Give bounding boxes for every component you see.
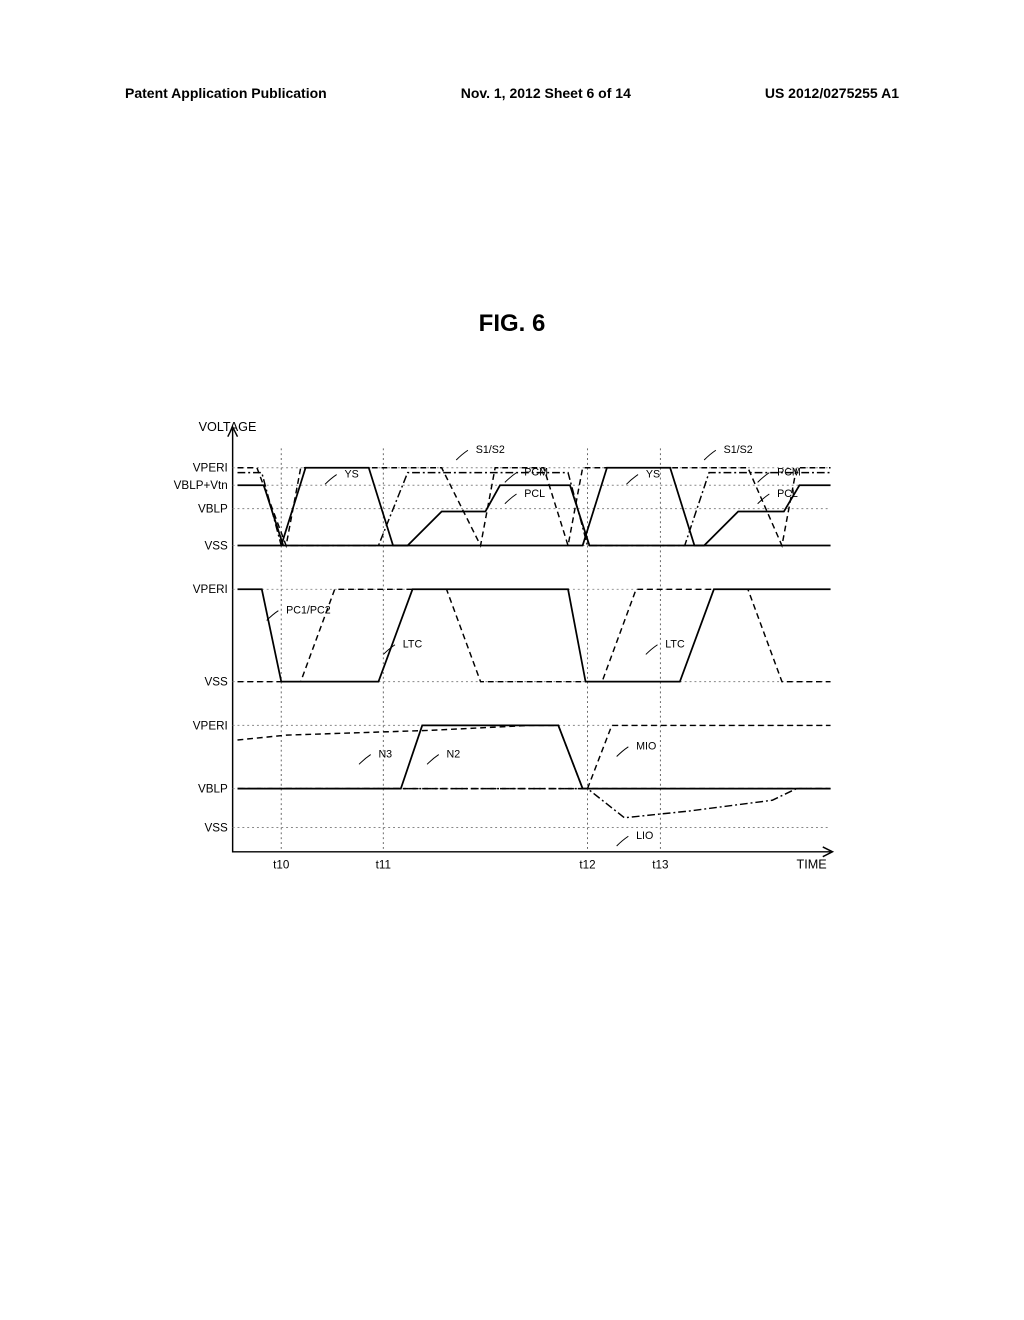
y-tick-label: VSS — [204, 821, 228, 834]
y-tick-label: VPERI — [193, 583, 228, 596]
label-leader — [617, 747, 629, 757]
x-axis-title: TIME — [797, 857, 827, 871]
label-leader — [359, 755, 371, 765]
label-leader — [505, 494, 517, 504]
signal-PC1-PC2 — [238, 589, 831, 681]
label-leader — [646, 645, 658, 655]
x-tick-label: t12 — [579, 858, 595, 871]
signal-label: PCM — [777, 467, 801, 479]
signal-LIO — [238, 789, 831, 818]
label-leader — [427, 755, 439, 765]
x-tick-label: t10 — [273, 858, 290, 871]
signal-label: N2 — [447, 749, 461, 761]
signal-label: YS — [344, 469, 358, 481]
label-leader — [456, 450, 468, 460]
label-leader — [505, 473, 517, 483]
x-tick-label: t13 — [652, 858, 668, 871]
signal-label: PCL — [524, 488, 545, 500]
y-tick-label: VSS — [204, 676, 228, 689]
signal-label: S1/S2 — [724, 444, 753, 456]
y-tick-label: VPERI — [193, 719, 228, 732]
signal-label: S1/S2 — [476, 444, 505, 456]
signal-label: PCM — [524, 467, 548, 479]
signal-label: MIO — [636, 741, 656, 753]
x-tick-label: t11 — [376, 858, 391, 871]
signal-N2 — [238, 725, 831, 788]
signal-label: PC1/PC2 — [286, 605, 331, 617]
signal-LTC — [238, 589, 831, 681]
timing-diagram: VOLTAGE TIME t10 t11 t12 t13 VPERI VBLP+Vtn VB… — [150, 415, 850, 890]
signal-N3 — [238, 725, 831, 788]
label-leader — [758, 473, 770, 483]
signal-YS — [238, 468, 831, 546]
label-leader — [617, 836, 629, 846]
y-tick-label: VBLP — [198, 783, 228, 796]
signal-label: LTC — [665, 639, 685, 651]
label-leader — [325, 475, 337, 485]
y-tick-label: VBLP — [198, 503, 228, 516]
figure-title: FIG. 6 — [0, 310, 1024, 338]
y-tick-label: VBLP+Vtn — [174, 479, 228, 492]
label-leader — [626, 475, 638, 485]
label-leader — [758, 494, 770, 504]
y-axis-title: VOLTAGE — [199, 420, 257, 434]
y-tick-label: VSS — [204, 539, 228, 552]
signal-label: YS — [646, 469, 660, 481]
signal-label: N3 — [378, 749, 392, 761]
signal-label: LIO — [636, 830, 653, 842]
signal-PCM — [238, 473, 831, 546]
signal-MIO — [238, 725, 831, 788]
header-center: Nov. 1, 2012 Sheet 6 of 14 — [461, 85, 631, 101]
signal-label: PCL — [777, 488, 798, 500]
header-right: US 2012/0275255 A1 — [765, 85, 899, 101]
signal-label: LTC — [403, 639, 423, 651]
y-tick-label: VPERI — [193, 462, 228, 475]
chart-svg: VOLTAGE TIME t10 t11 t12 t13 VPERI VBLP+Vtn VB… — [150, 415, 850, 890]
chart-body: t10 t11 t12 t13 VPERI VBLP+Vtn VBLP VSS S1/S2 S1/… — [174, 444, 831, 871]
signal-S1-S2 — [238, 468, 831, 546]
label-leader — [704, 450, 716, 460]
header-left: Patent Application Publication — [125, 85, 327, 101]
document-header: Patent Application Publication Nov. 1, 2… — [0, 85, 1024, 101]
